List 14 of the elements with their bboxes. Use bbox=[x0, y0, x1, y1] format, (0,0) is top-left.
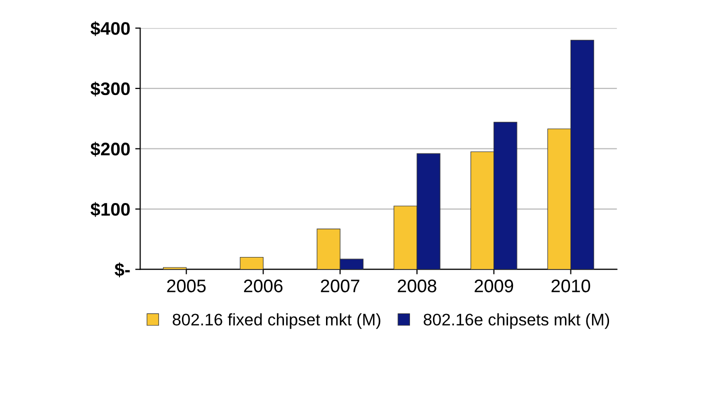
legend-label: 802.16e chipsets mkt (M) bbox=[424, 313, 610, 329]
x-tick-label: 2006 bbox=[244, 280, 283, 292]
y-tick-label: $- bbox=[114, 262, 130, 278]
legend-label: 802.16 fixed chipset mkt (M) bbox=[172, 313, 380, 329]
y-tick-label: $400 bbox=[90, 21, 130, 36]
y-tick-label: $100 bbox=[90, 202, 130, 217]
y-tick-label: $200 bbox=[90, 142, 130, 157]
x-tick-label: 2005 bbox=[167, 280, 206, 292]
bar bbox=[240, 257, 264, 270]
y-tick-label: $300 bbox=[90, 82, 130, 96]
x-tick-label: 2008 bbox=[398, 280, 436, 292]
x-tick-label: 2009 bbox=[474, 280, 514, 292]
x-tick-label: 2007 bbox=[320, 280, 360, 292]
x-tick-label: 2010 bbox=[552, 280, 590, 292]
